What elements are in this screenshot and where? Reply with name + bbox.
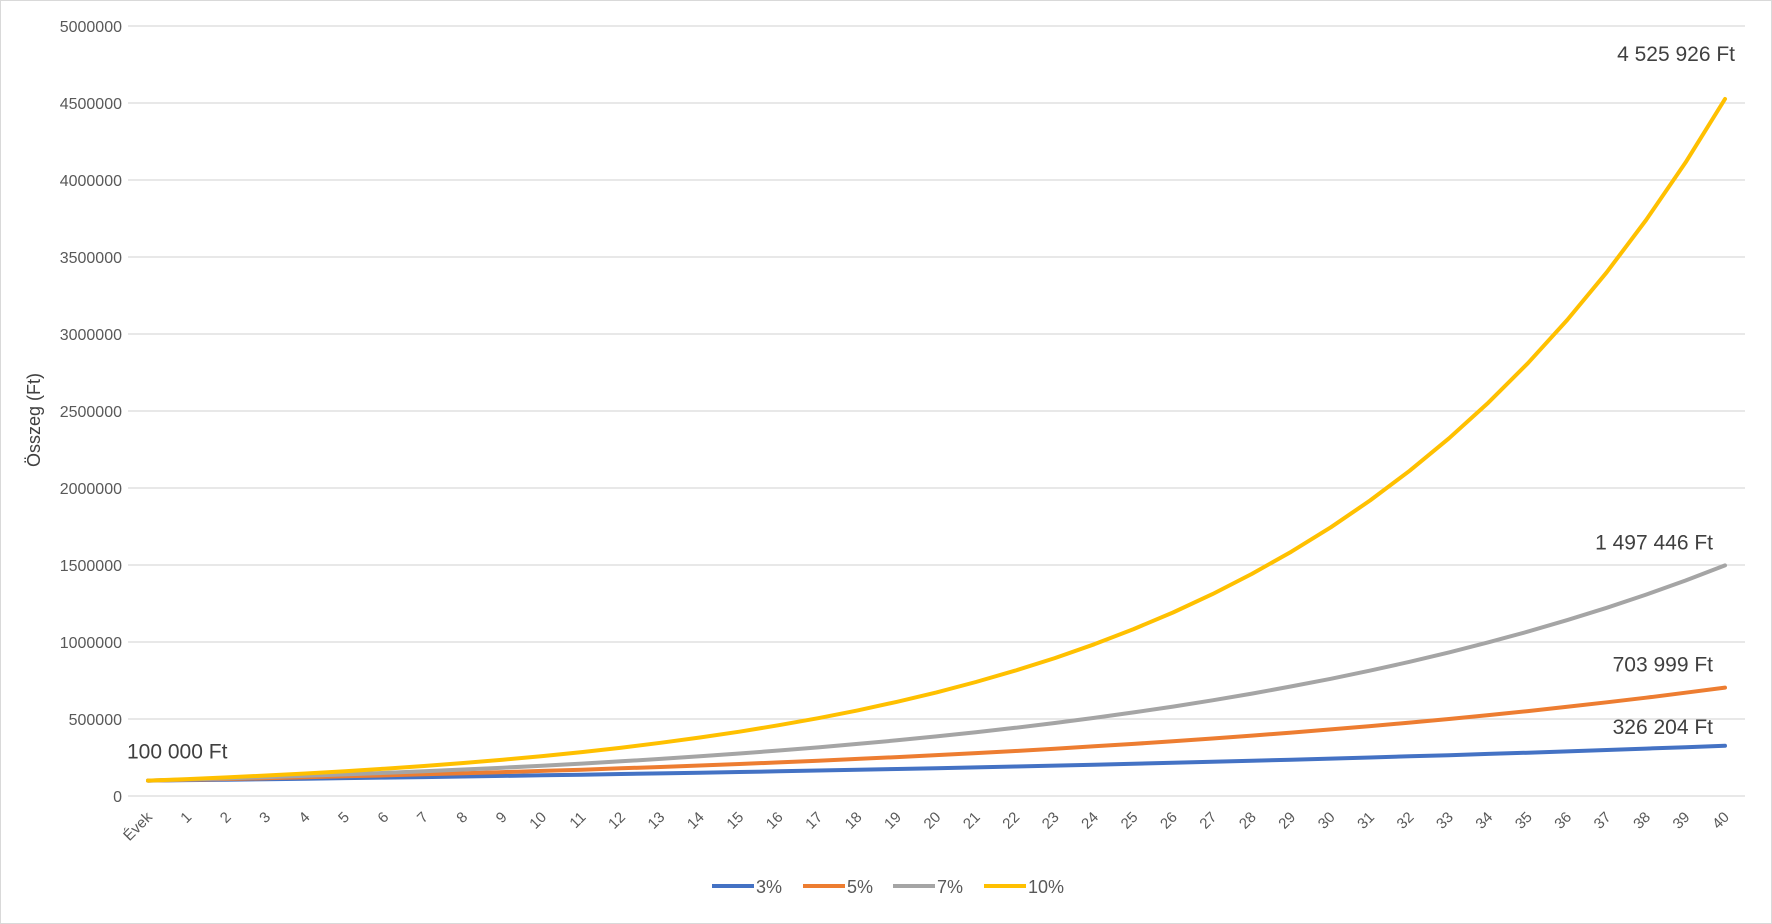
gridlines [128, 25, 1745, 797]
y-tick-label: 0 [113, 789, 122, 806]
y-tick-label: 2000000 [60, 481, 122, 498]
y-tick-label: 5000000 [60, 19, 122, 36]
y-tick-label: 500000 [69, 712, 122, 729]
data-annotation: 326 204 Ft [1613, 716, 1714, 739]
y-tick-label: 4500000 [60, 96, 122, 113]
data-annotation: 703 999 Ft [1613, 654, 1714, 677]
y-axis-ticks: 0 500000 1000000 1500000 2000000 2500000 30000… [60, 19, 122, 806]
y-axis-title: Összeg (Ft) [24, 373, 44, 467]
y-tick-label: 1500000 [60, 558, 122, 575]
y-tick-label: 2500000 [60, 404, 122, 421]
y-tick-label: 3500000 [60, 250, 122, 267]
series-lines [146, 97, 1727, 783]
data-annotation: 4 525 926 Ft [1617, 43, 1735, 66]
series-line-5pct [146, 685, 1727, 783]
y-tick-label: 1000000 [60, 635, 122, 652]
legend-label: 3% [756, 877, 782, 897]
data-annotation: 1 497 446 Ft [1595, 531, 1713, 554]
annotations: 100 000 Ft 326 204 Ft 703 999 Ft 1 497 446 … [127, 43, 1735, 764]
y-tick-label: 4000000 [60, 173, 122, 190]
series-line-3pct [146, 743, 1727, 783]
data-annotation: 100 000 Ft [127, 741, 228, 764]
legend-label: 5% [847, 877, 873, 897]
legend: 3% 5% 7% 10% [712, 877, 1064, 897]
y-tick-label: 3000000 [60, 327, 122, 344]
legend-label: 7% [937, 877, 963, 897]
series-line-7pct [146, 563, 1727, 783]
series-line-10pct [146, 97, 1727, 783]
legend-label: 10% [1028, 877, 1064, 897]
